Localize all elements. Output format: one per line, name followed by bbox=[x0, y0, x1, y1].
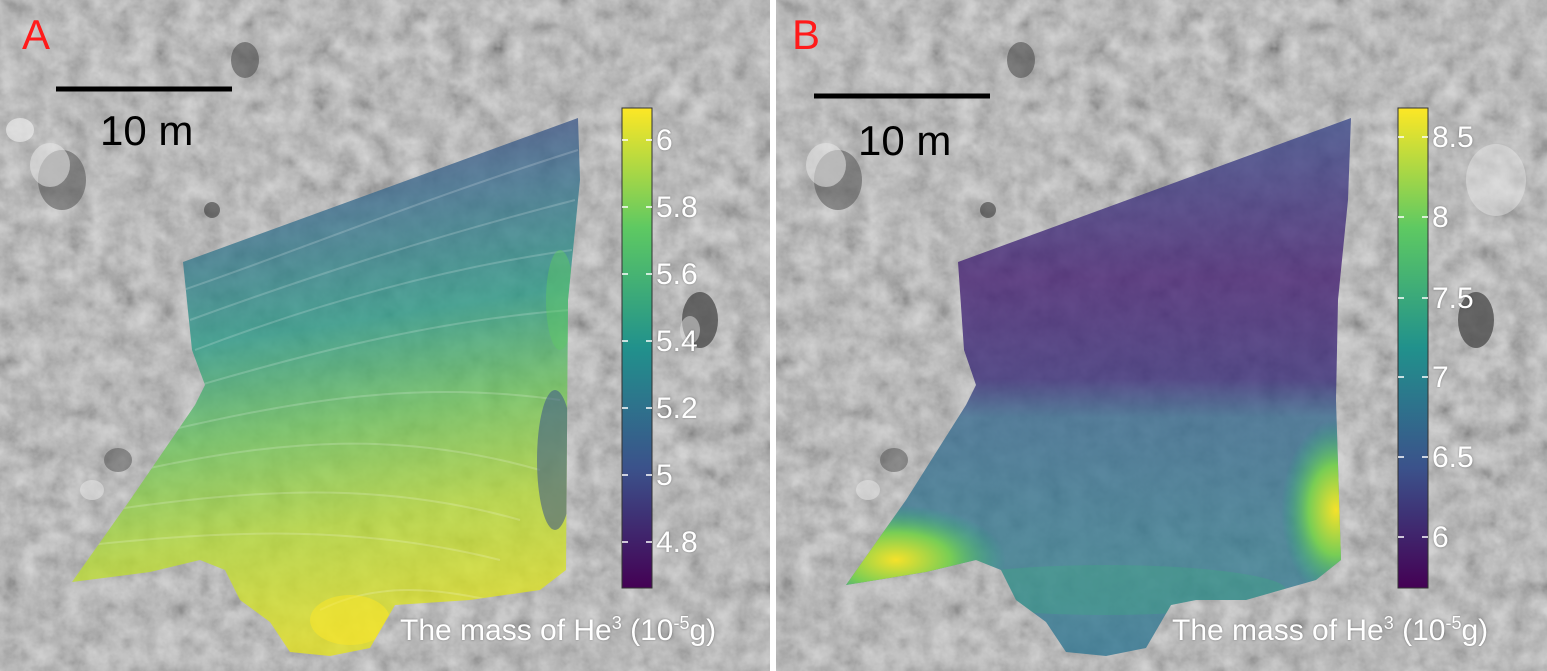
colorbar-tick-a: 5 bbox=[656, 459, 673, 492]
colorbar-tick-b: 8.5 bbox=[1432, 121, 1474, 154]
colorbar-b bbox=[1397, 107, 1429, 589]
lunar-surface-map-b bbox=[776, 0, 1547, 671]
panel-a: A 10 m 6 5.8 5.6 5.4 5.2 5 4.8 The mass … bbox=[0, 0, 770, 671]
colorbar-a bbox=[621, 107, 653, 589]
colorbar-tick-a: 4.8 bbox=[656, 526, 698, 559]
colorbar-tick-a: 5.6 bbox=[656, 258, 698, 291]
crater-features bbox=[806, 42, 1526, 500]
colorbar-tick-b: 7 bbox=[1432, 361, 1449, 394]
colorbar-tick-a: 6 bbox=[656, 124, 673, 157]
colorbar-ticks-b bbox=[1398, 136, 1428, 538]
colorbar-tick-a: 5.8 bbox=[656, 191, 698, 224]
panel-b: B 10 m 8.5 8 7.5 7 6.5 6 The mass of He3… bbox=[776, 0, 1547, 671]
scale-bar-label-b: 10 m bbox=[858, 117, 952, 164]
crater-features bbox=[6, 42, 718, 500]
colorbar-title-a: The mass of He3 (10-5g) bbox=[400, 613, 717, 647]
colorbar-tick-b: 8 bbox=[1432, 201, 1449, 234]
colorbar-ticks-a bbox=[622, 139, 652, 543]
panel-label-a: A bbox=[22, 11, 51, 58]
colorbar-tick-a: 5.4 bbox=[656, 325, 698, 358]
panel-label-b: B bbox=[792, 11, 821, 58]
colorbar-tick-b: 7.5 bbox=[1432, 282, 1474, 315]
lunar-surface-map-a bbox=[0, 0, 770, 671]
colorbar-tick-a: 5.2 bbox=[656, 392, 698, 425]
colorbar-tick-b: 6.5 bbox=[1432, 441, 1474, 474]
scale-bar-label-a: 10 m bbox=[100, 107, 194, 154]
colorbar-tick-b: 6 bbox=[1432, 521, 1449, 554]
colorbar-title-b: The mass of He3 (10-5g) bbox=[1172, 613, 1489, 647]
